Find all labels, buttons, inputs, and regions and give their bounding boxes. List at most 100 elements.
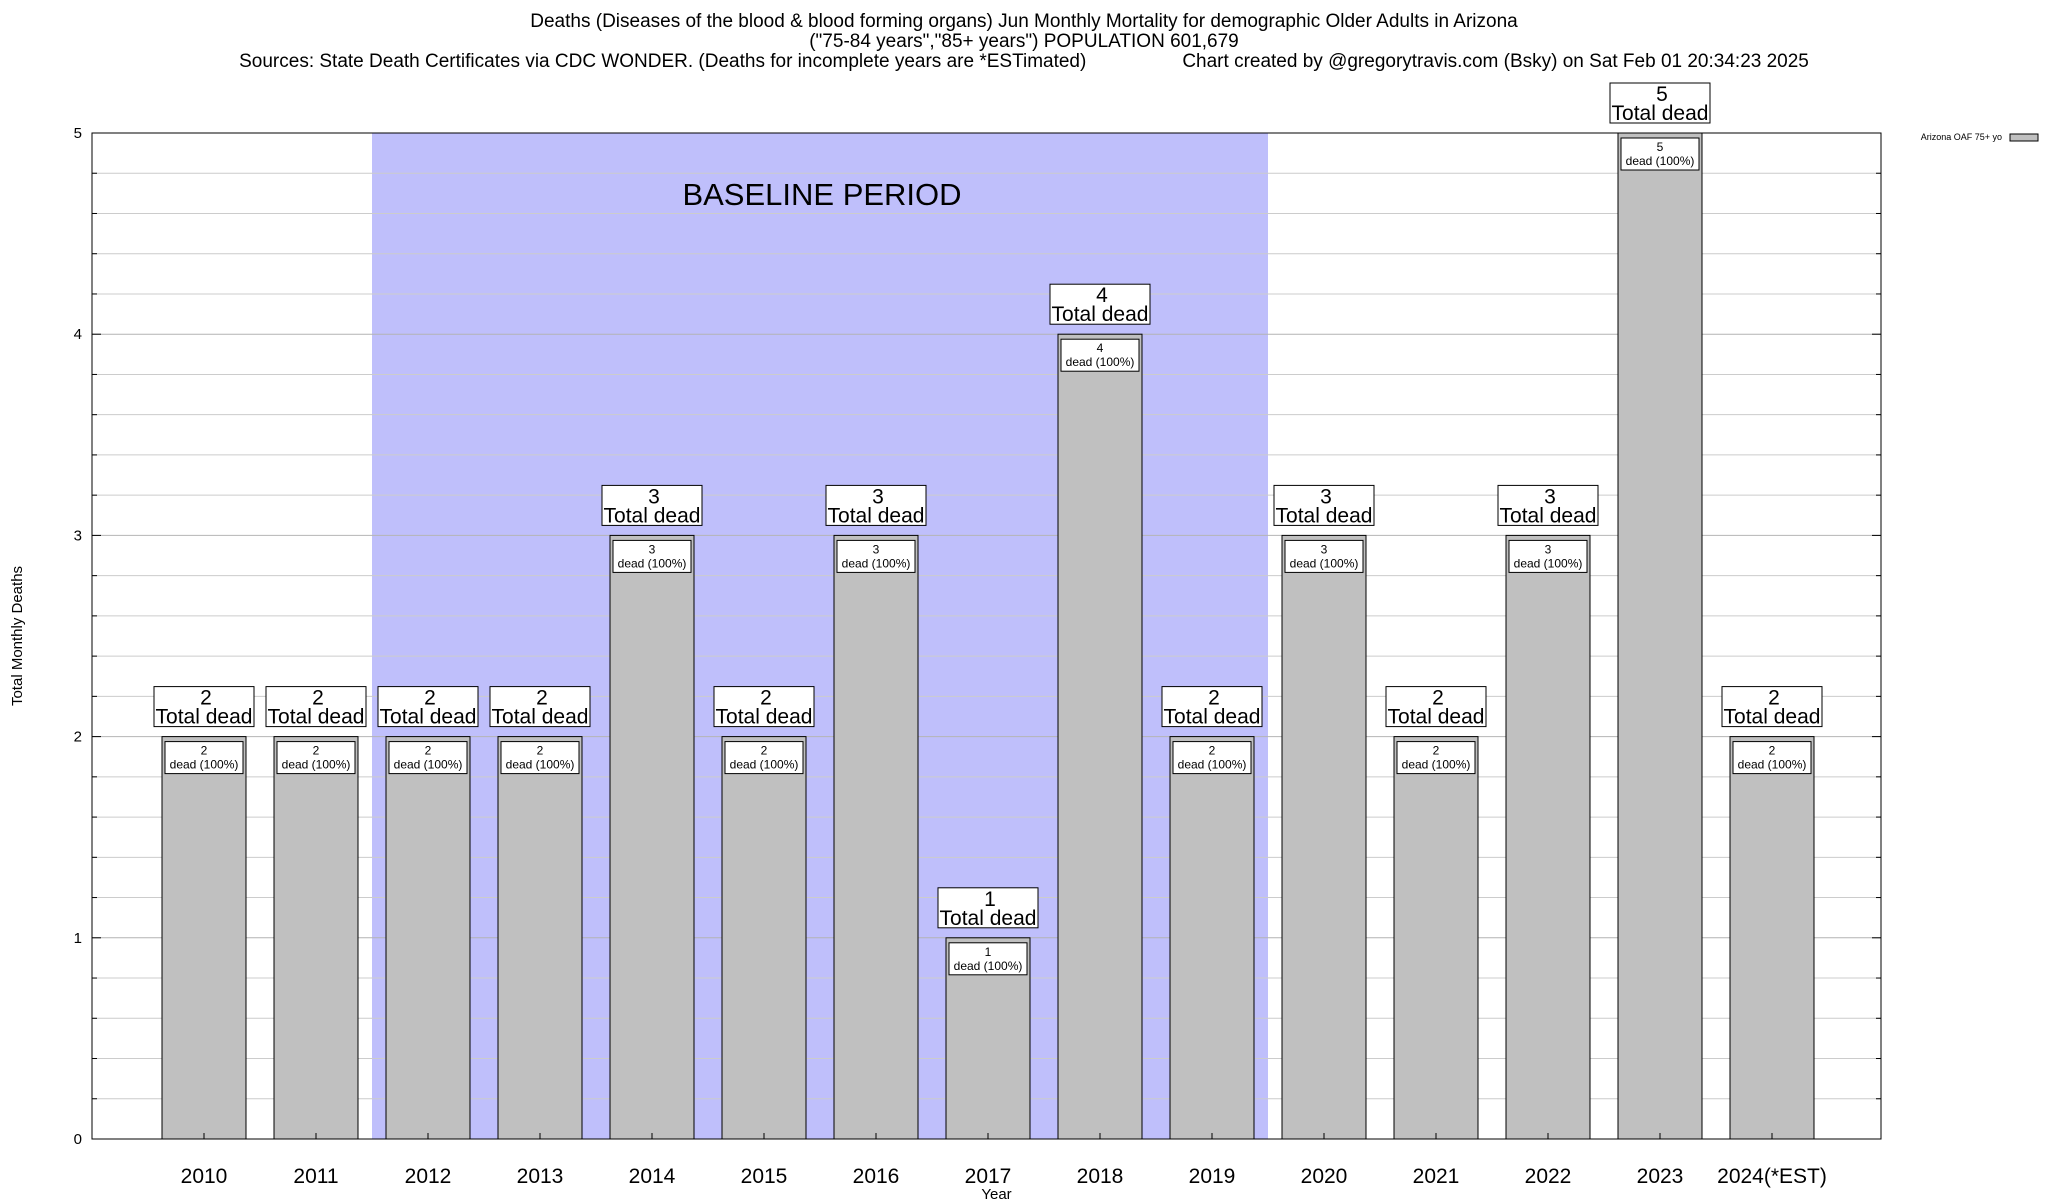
total-label-box	[1497, 484, 1599, 526]
inner-caption-label: dead (100%)	[170, 758, 239, 772]
bar	[497, 736, 583, 1140]
bar	[161, 736, 247, 1140]
total-caption-label: Total dead	[380, 706, 477, 729]
chart-sources: Sources: State Death Certificates via CD…	[239, 51, 1087, 72]
total-label-box	[489, 686, 591, 728]
y-tick-label: 0	[74, 1131, 82, 1148]
total-count-label: 3	[872, 485, 884, 508]
total-count-label: 2	[312, 687, 324, 710]
baseline-period-label: BASELINE PERIOD	[682, 177, 961, 212]
inner-caption-label: dead (100%)	[282, 758, 351, 772]
inner-label-box	[276, 741, 356, 775]
bar	[1729, 736, 1815, 1140]
inner-count-label: 4	[1097, 341, 1104, 355]
inner-count-label: 2	[1209, 744, 1216, 758]
bar	[833, 534, 919, 1140]
inner-caption-label: dead (100%)	[1738, 758, 1807, 772]
chart-source-line: Sources: State Death Certificates via CD…	[0, 52, 2048, 72]
inner-caption-label: dead (100%)	[506, 758, 575, 772]
total-caption-label: Total dead	[1388, 706, 1485, 729]
inner-label-box	[1396, 741, 1476, 775]
inner-label-box	[1508, 539, 1588, 573]
inner-label-box	[500, 741, 580, 775]
x-tick-label: 2016	[853, 1165, 900, 1188]
total-caption-label: Total dead	[716, 706, 813, 729]
y-tick-label: 3	[74, 527, 82, 544]
inner-count-label: 3	[1321, 542, 1328, 556]
total-caption-label: Total dead	[1276, 504, 1373, 527]
total-count-label: 2	[424, 687, 436, 710]
inner-label-box	[724, 741, 804, 775]
total-label-box	[937, 887, 1039, 929]
total-label-box	[1273, 484, 1375, 526]
bar	[1169, 736, 1255, 1140]
total-label-box	[153, 686, 255, 728]
inner-caption-label: dead (100%)	[1178, 758, 1247, 772]
total-label-box	[601, 484, 703, 526]
x-tick-label: 2018	[1077, 1165, 1124, 1188]
chart-credit: Chart created by @gregorytravis.com (Bsk…	[1182, 51, 1809, 72]
total-caption-label: Total dead	[1164, 706, 1261, 729]
total-caption-label: Total dead	[492, 706, 589, 729]
x-tick-label: 2019	[1189, 1165, 1236, 1188]
inner-count-label: 2	[425, 744, 432, 758]
inner-label-box	[1732, 741, 1812, 775]
total-count-label: 1	[984, 888, 996, 911]
legend-swatch	[2009, 133, 2039, 142]
bar	[609, 534, 695, 1140]
total-label-box	[1161, 686, 1263, 728]
inner-count-label: 3	[649, 542, 656, 556]
total-caption-label: Total dead	[1612, 102, 1709, 125]
legend: Arizona OAF 75+ yo	[1921, 132, 2039, 142]
x-tick-label: 2024(*EST)	[1717, 1165, 1827, 1188]
inner-count-label: 5	[1657, 140, 1664, 154]
x-tick-label: 2014	[629, 1165, 676, 1188]
chart-title: Deaths (Diseases of the blood & blood fo…	[530, 11, 1518, 32]
bar	[1393, 736, 1479, 1140]
total-count-label: 2	[536, 687, 548, 710]
inner-caption-label: dead (100%)	[1514, 556, 1583, 570]
x-tick-label: 2015	[741, 1165, 788, 1188]
total-count-label: 4	[1096, 284, 1108, 307]
y-axis-title: Total Monthly Deaths	[9, 566, 26, 706]
inner-caption-label: dead (100%)	[618, 556, 687, 570]
y-tick-label: 1	[74, 930, 82, 947]
inner-caption-label: dead (100%)	[730, 758, 799, 772]
total-caption-label: Total dead	[1500, 504, 1597, 527]
total-count-label: 2	[760, 687, 772, 710]
chart-header: Deaths (Diseases of the blood & blood fo…	[0, 12, 2048, 72]
inner-caption-label: dead (100%)	[1066, 355, 1135, 369]
total-caption-label: Total dead	[940, 907, 1037, 930]
x-tick-label: 2021	[1413, 1165, 1460, 1188]
total-label-box	[1609, 82, 1711, 124]
bar	[1505, 534, 1591, 1140]
bar	[385, 736, 471, 1140]
total-count-label: 2	[1208, 687, 1220, 710]
inner-caption-label: dead (100%)	[1402, 758, 1471, 772]
inner-count-label: 1	[985, 945, 992, 959]
inner-label-box	[164, 741, 244, 775]
total-count-label: 2	[200, 687, 212, 710]
axes-layer: 0 1 2 3 4 5 2010 2011 2012 2013 2014 2015 2016 2017 20…	[9, 125, 1882, 1200]
inner-caption-label: dead (100%)	[394, 758, 463, 772]
inner-count-label: 2	[761, 744, 768, 758]
x-tick-label: 2017	[965, 1165, 1012, 1188]
inner-count-label: 3	[873, 542, 880, 556]
inner-label-box	[388, 741, 468, 775]
x-tick-label: 2013	[517, 1165, 564, 1188]
chart-subtitle: ("75-84 years","85+ years") POPULATION 6…	[809, 31, 1239, 52]
inner-label-box	[1172, 741, 1252, 775]
total-count-label: 5	[1656, 83, 1668, 106]
bar	[1057, 333, 1143, 1140]
bar	[721, 736, 807, 1140]
y-tick-label: 2	[74, 729, 82, 746]
total-count-label: 3	[1320, 485, 1332, 508]
inner-caption-label: dead (100%)	[1290, 556, 1359, 570]
total-caption-label: Total dead	[1724, 706, 1821, 729]
inner-count-label: 2	[537, 744, 544, 758]
y-tick-label: 4	[74, 326, 82, 343]
plot-frame	[91, 132, 1882, 1140]
inner-count-label: 2	[201, 744, 208, 758]
